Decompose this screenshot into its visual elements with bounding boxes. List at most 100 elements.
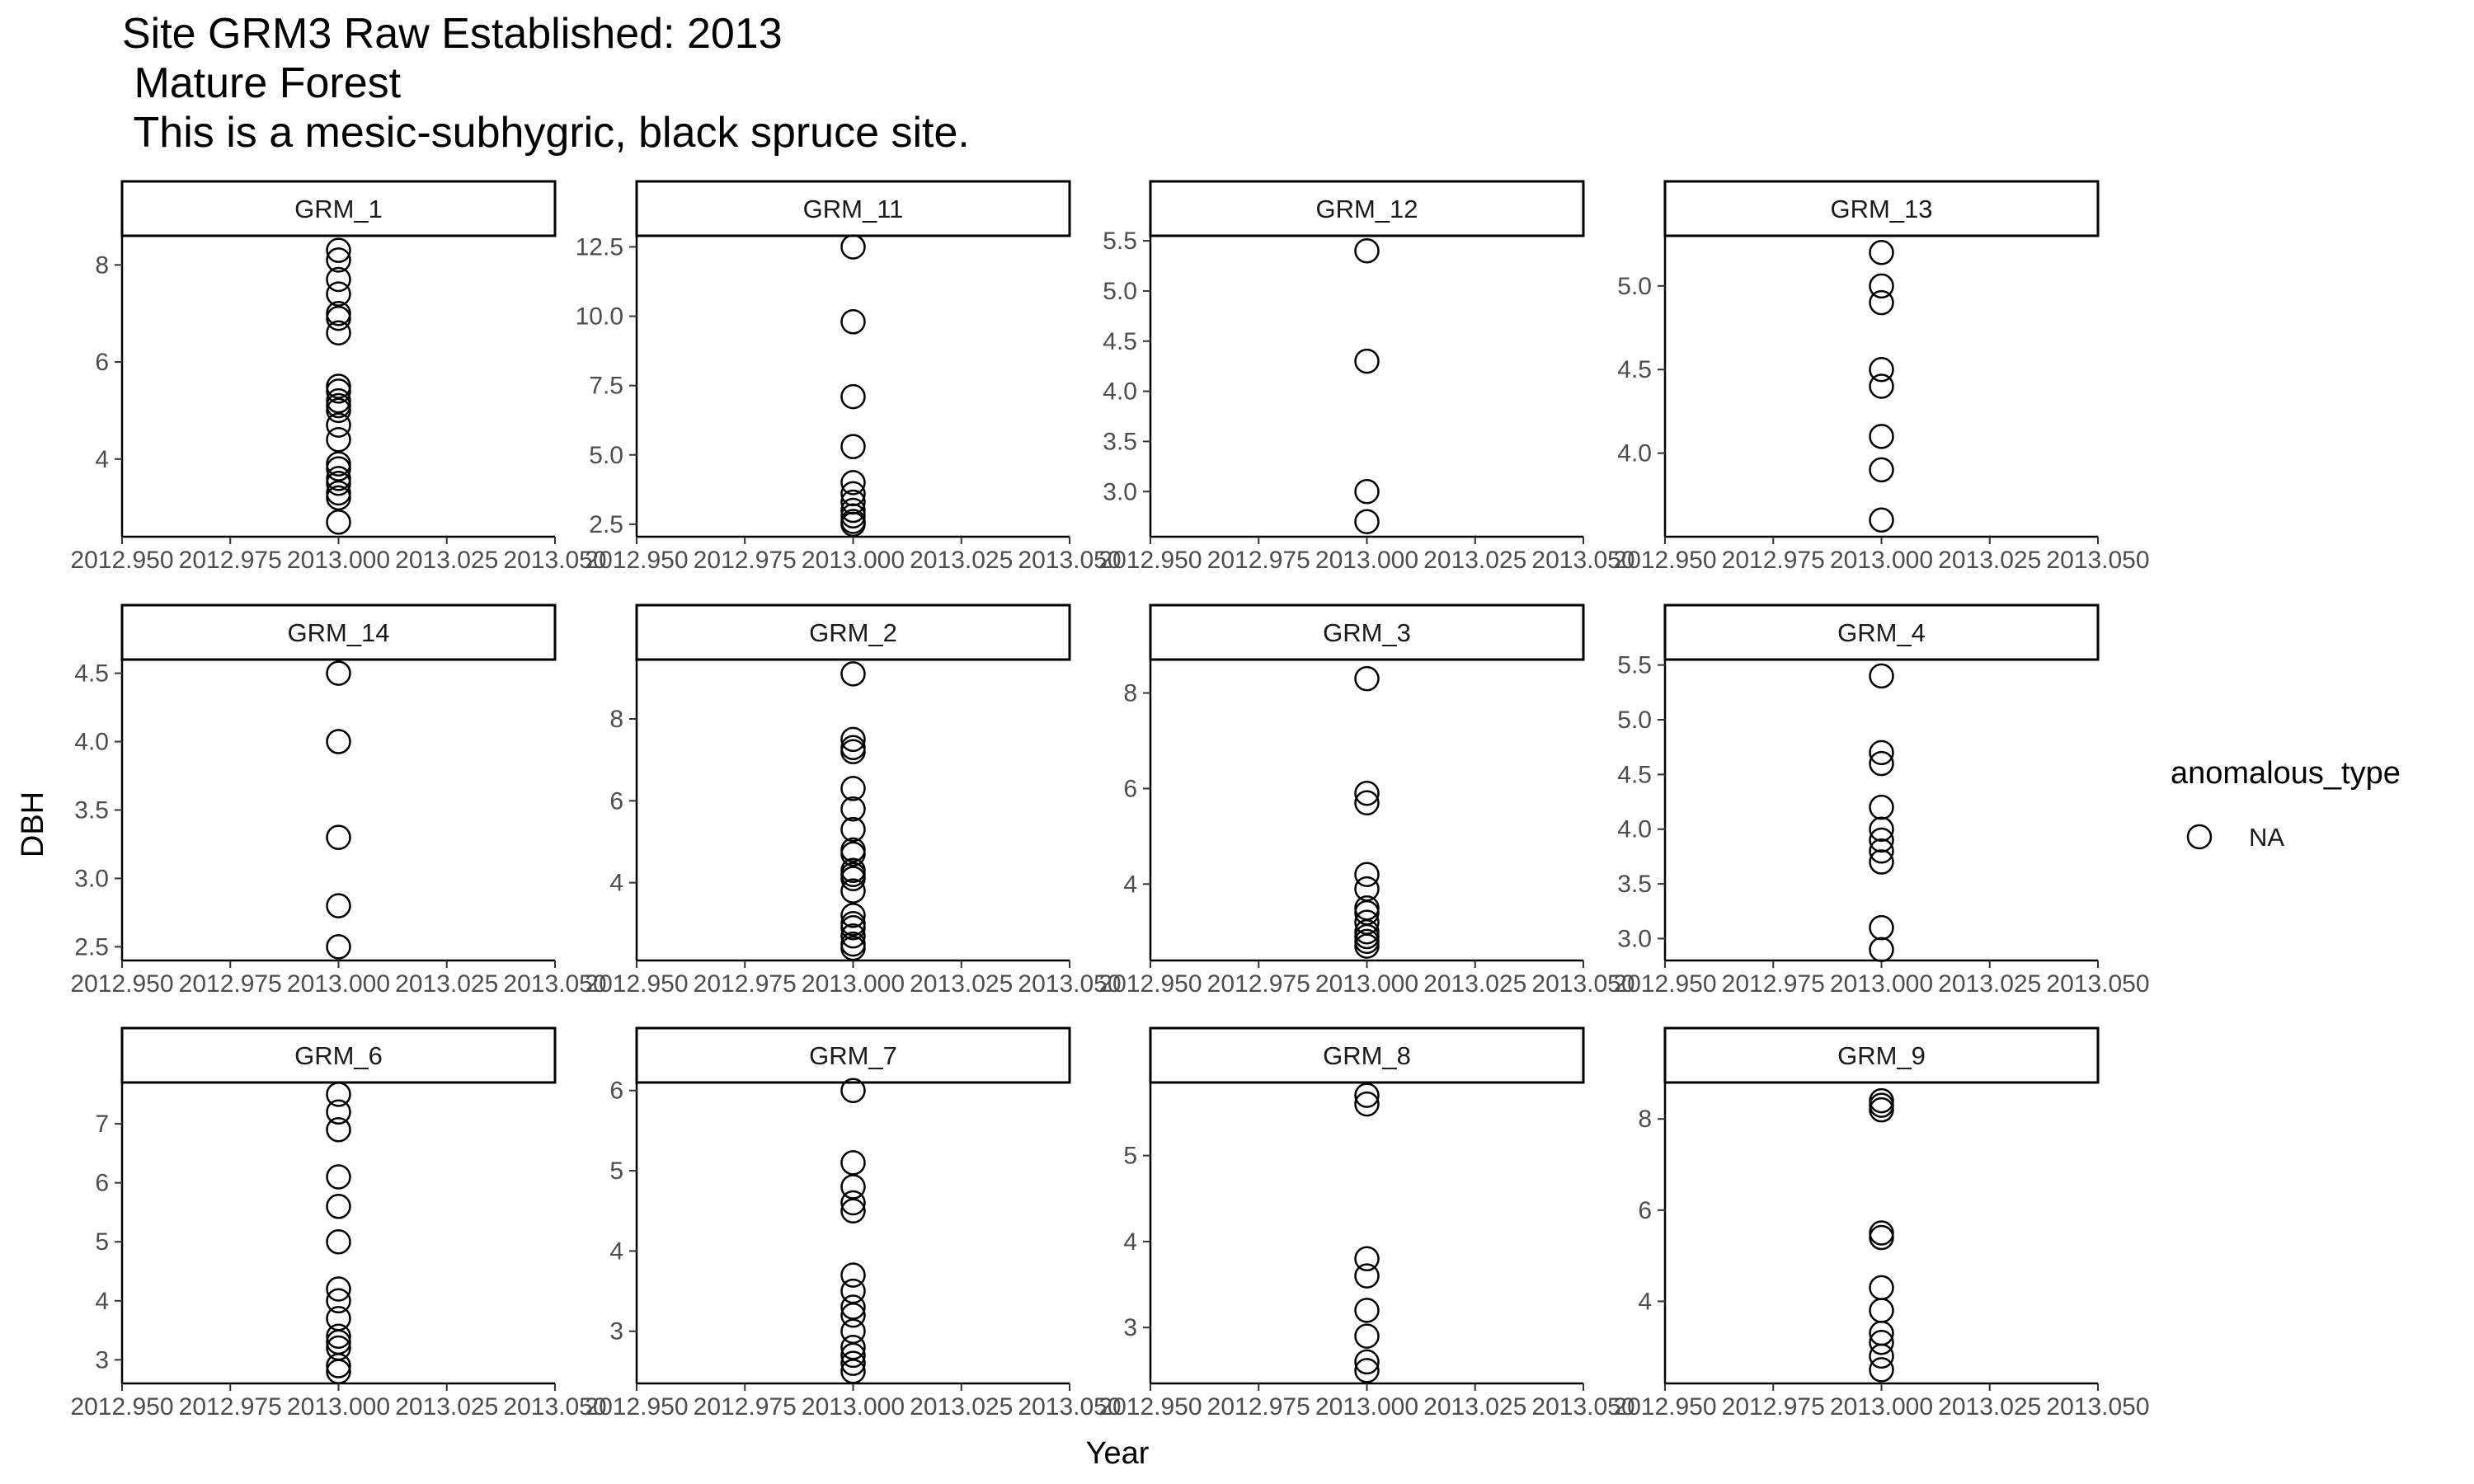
data-point [1354, 933, 1380, 959]
facet-strip [1663, 1026, 2100, 1084]
x-tick-label: 2013.025 [1938, 970, 2041, 998]
facet-panel: GRM_6 2012.950 2012.975 2013.000 2013.025 201… [70, 1026, 607, 1421]
data-point [1869, 838, 1894, 864]
x-tick-label: 2012.950 [585, 970, 688, 998]
x-tick-label: 2013.000 [1830, 1393, 1933, 1421]
data-point [326, 387, 351, 414]
x-tick-label: 2012.950 [1613, 547, 1716, 574]
data-point [1869, 827, 1894, 853]
y-tick-label: 5.5 [1617, 652, 1652, 679]
facet-strip-label: GRM_2 [809, 618, 897, 647]
data-point [326, 1117, 351, 1143]
data-point [326, 1323, 351, 1349]
y-tick-label: 5 [609, 1158, 623, 1185]
facet-strip [120, 603, 557, 661]
y-tick-label: 4 [609, 1237, 623, 1265]
data-point [326, 1276, 351, 1302]
y-tick-label: 2.5 [589, 511, 623, 538]
facet-panel: GRM_11 2012.950 2012.975 2013.000 2013.025 20… [576, 180, 1122, 574]
y-tick-label: 3 [609, 1318, 623, 1345]
data-point [1354, 1358, 1380, 1383]
data-point [1869, 507, 1894, 533]
facet-strip-label: GRM_14 [287, 618, 389, 647]
x-tick-label: 2012.950 [1613, 1393, 1716, 1421]
facet-strip-label: GRM_6 [294, 1041, 383, 1070]
x-tick-label: 2013.025 [1423, 970, 1526, 998]
y-tick-label: 4 [95, 446, 109, 473]
facet-strip [1149, 180, 1585, 237]
x-tick-label: 2013.050 [2046, 970, 2149, 998]
legend-label-na: NA [2249, 823, 2284, 852]
data-point [840, 1150, 866, 1176]
x-tick-label: 2013.000 [1315, 970, 1418, 998]
data-point [326, 320, 351, 345]
data-point [1354, 1323, 1380, 1349]
chart-title-line-3: This is a mesic-subhygric, black spruce … [122, 109, 970, 157]
data-point [840, 1262, 866, 1288]
data-point [1869, 750, 1894, 777]
y-tick-label: 6 [1123, 775, 1137, 802]
x-tick-label: 2013.025 [395, 547, 498, 574]
data-point [1354, 509, 1380, 534]
y-tick-label: 10.0 [576, 303, 623, 331]
x-tick-label: 2013.025 [1938, 547, 2041, 574]
x-tick-label: 2013.025 [1423, 1393, 1526, 1421]
data-point [840, 511, 866, 538]
x-tick-label: 2013.050 [1531, 970, 1634, 998]
y-tick-label: 4.0 [1617, 816, 1652, 843]
facet-panel: GRM_1 2012.950 2012.975 2013.000 2013.025 201… [70, 180, 607, 574]
data-point [840, 1190, 866, 1216]
data-point [326, 456, 351, 481]
x-tick-label: 2013.000 [1315, 1393, 1418, 1421]
x-tick-label: 2013.050 [1018, 1393, 1121, 1421]
x-tick-label: 2012.975 [1207, 547, 1310, 574]
data-point [840, 915, 866, 941]
data-point [840, 497, 866, 524]
data-point [840, 739, 866, 764]
y-tick-label: 4 [1123, 1228, 1137, 1256]
x-tick-label: 2013.000 [802, 1393, 905, 1421]
y-tick-label: 3.0 [74, 865, 109, 892]
data-point [326, 934, 351, 960]
data-point [1869, 424, 1894, 449]
data-point [326, 1329, 351, 1355]
data-point [840, 796, 866, 822]
y-tick-label: 3.0 [1103, 478, 1137, 505]
facet-strip-label: GRM_7 [809, 1041, 897, 1070]
facet-panel: GRM_13 2012.950 2012.975 2013.000 2013.025 20… [1613, 180, 2150, 574]
y-tick-label: 7 [95, 1111, 109, 1138]
y-tick-label: 8 [95, 251, 109, 279]
data-point [840, 841, 866, 867]
facet-strip-label: GRM_12 [1315, 195, 1418, 223]
y-tick-label: 4 [1638, 1288, 1652, 1315]
x-tick-label: 2012.950 [1613, 970, 1716, 998]
data-point [326, 824, 351, 850]
y-tick-label: 4.0 [1617, 440, 1652, 467]
x-tick-label: 2012.975 [179, 970, 282, 998]
y-tick-label: 4.5 [1617, 356, 1652, 383]
y-tick-label: 5.5 [1103, 228, 1137, 255]
data-point [1869, 1357, 1894, 1383]
data-point [326, 1359, 351, 1384]
data-point [1869, 1224, 1894, 1251]
x-tick-label: 2013.025 [910, 1393, 1013, 1421]
y-tick-label: 7.5 [589, 373, 623, 400]
data-point [1354, 1349, 1380, 1375]
x-tick-label: 2013.000 [1830, 970, 1933, 998]
data-point [840, 383, 866, 410]
facet-panel: GRM_14 2012.950 2012.975 2013.000 2013.025 20… [70, 603, 607, 998]
data-point [840, 866, 866, 891]
data-point [1869, 914, 1894, 941]
data-point [1869, 356, 1894, 383]
x-tick-label: 2013.050 [503, 970, 606, 998]
x-tick-label: 2012.950 [585, 1393, 688, 1421]
data-point [326, 266, 351, 293]
x-tick-label: 2013.025 [910, 970, 1013, 998]
x-tick-label: 2013.050 [2046, 1393, 2149, 1421]
data-point [840, 935, 866, 961]
data-point [326, 412, 351, 438]
x-tick-label: 2013.000 [287, 547, 390, 574]
y-tick-label: 4 [609, 870, 623, 897]
x-tick-label: 2012.975 [1207, 1393, 1310, 1421]
